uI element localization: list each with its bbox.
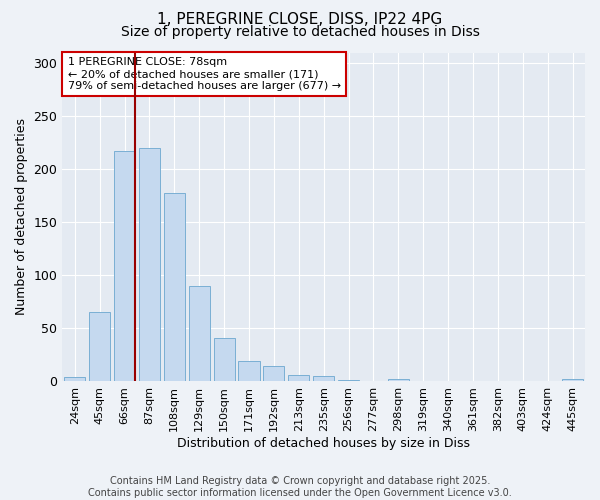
- Bar: [114, 151, 135, 382]
- Bar: [188, 286, 210, 382]
- Text: 1 PEREGRINE CLOSE: 78sqm
← 20% of detached houses are smaller (171)
79% of semi-: 1 PEREGRINE CLOSE: 78sqm ← 20% of detach…: [68, 58, 341, 90]
- Text: 1, PEREGRINE CLOSE, DISS, IP22 4PG: 1, PEREGRINE CLOSE, DISS, IP22 4PG: [157, 12, 443, 28]
- Bar: [139, 148, 160, 382]
- Bar: [562, 380, 583, 382]
- Bar: [263, 366, 284, 382]
- Text: Contains HM Land Registry data © Crown copyright and database right 2025.
Contai: Contains HM Land Registry data © Crown c…: [88, 476, 512, 498]
- Bar: [89, 312, 110, 382]
- Text: Size of property relative to detached houses in Diss: Size of property relative to detached ho…: [121, 25, 479, 39]
- Bar: [214, 338, 235, 382]
- X-axis label: Distribution of detached houses by size in Diss: Distribution of detached houses by size …: [177, 437, 470, 450]
- Bar: [338, 380, 359, 382]
- Bar: [388, 380, 409, 382]
- Bar: [313, 376, 334, 382]
- Y-axis label: Number of detached properties: Number of detached properties: [15, 118, 28, 316]
- Bar: [164, 192, 185, 382]
- Bar: [64, 377, 85, 382]
- Bar: [288, 375, 310, 382]
- Bar: [238, 362, 260, 382]
